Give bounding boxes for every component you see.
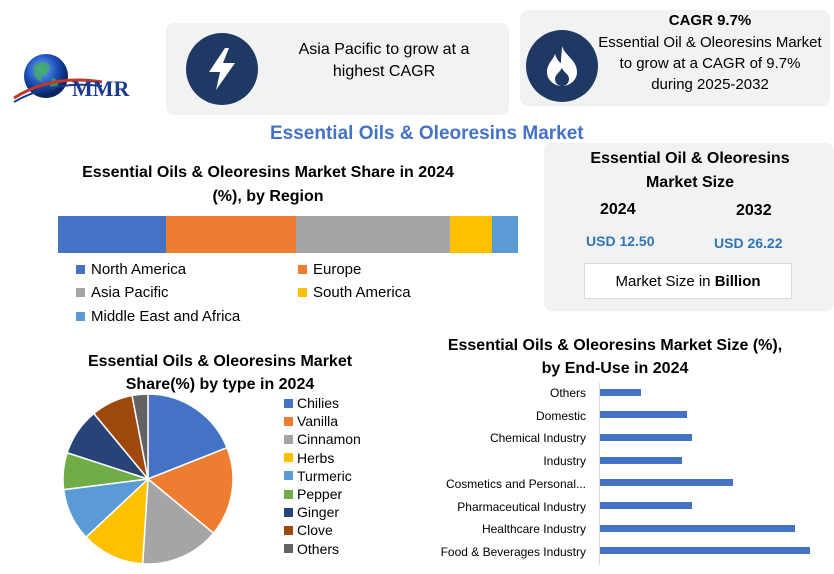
enduse-bar-0 — [600, 388, 641, 396]
enduse-label-1: Domestic — [535, 408, 586, 423]
region-bar-segment-middle-east-and-africa — [492, 216, 518, 253]
highlight-card-region-text: Asia Pacific to grow at a highest CAGR — [298, 41, 470, 80]
enduse-bar-5 — [600, 502, 693, 509]
region-bar-segment-north-america — [58, 216, 167, 253]
enduse-label-5: Pharmaceutical Industry — [457, 499, 586, 514]
pie-legend-clove: Clove — [284, 521, 384, 539]
pie-slice-cinnamon — [141, 477, 215, 565]
enduse-label-0: Others — [549, 386, 586, 400]
flame-icon — [526, 30, 598, 102]
pie-legend-herbs: Herbs — [284, 449, 384, 467]
pie-legend-cinnamon: Cinnamon — [284, 430, 384, 448]
enduse-chart-title: Essential Oils & Oleoresins Market Size … — [447, 337, 783, 377]
legend-asia-pacific: Asia Pacific — [76, 284, 169, 301]
year-2024: 2024 — [600, 201, 636, 218]
pie-slice-others — [131, 393, 149, 480]
pie-slice-chilies — [147, 393, 229, 481]
market-size-card: Essential Oil & Oleoresins Market Size 2… — [544, 143, 834, 311]
enduse-bar-6 — [600, 524, 795, 532]
enduse-label-4: Cosmetics and Personal... — [445, 476, 586, 491]
value-2024: USD 12.50 — [586, 233, 655, 249]
region-chart-title: Essential Oils & Oleoresins Market Share… — [82, 164, 454, 205]
enduse-label-7: Food & Beverages Industry — [440, 544, 586, 559]
enduse-axis-line — [599, 383, 600, 565]
pie-legend-chilies: Chilies — [284, 394, 384, 412]
type-pie-chart — [62, 393, 234, 565]
pie-slice-vanilla — [146, 446, 234, 535]
pie-slice-herbs — [84, 477, 149, 565]
region-bar-segment-asia-pacific — [296, 216, 451, 253]
enduse-label-2: Chemical Industry — [489, 431, 586, 446]
market-size-unit-box: Market Size in Billion — [584, 263, 792, 299]
type-chart-title: Essential Oils & Oleoresins Market Share… — [87, 353, 353, 393]
enduse-bar-2 — [600, 433, 693, 441]
logo-text: MMR — [72, 76, 130, 101]
highlight-card-region: Asia Pacific to grow at a highest CAGR — [166, 23, 509, 115]
cagr-title: CAGR 9.7% — [668, 12, 752, 29]
pie-legend-pepper: Pepper — [284, 485, 384, 503]
enduse-bar-1 — [600, 411, 688, 419]
region-bar-segment-south-america — [450, 216, 493, 253]
region-legend: North America Europe Asia Pacific South … — [76, 261, 516, 331]
region-bar-segment-europe — [166, 216, 297, 253]
cagr-text: Essential Oil & Oleoresins Market to gro… — [598, 34, 822, 93]
globe-icon — [13, 54, 103, 103]
enduse-bar-3 — [600, 456, 682, 464]
market-size-title: Essential Oil & Oleoresins Market Size — [590, 150, 790, 191]
highlight-card-cagr: CAGR 9.7% Essential Oil & Oleoresins Mar… — [520, 10, 830, 106]
enduse-label-6: Healthcare Industry — [481, 522, 586, 537]
type-pie-legend: Chilies Vanilla Cinnamon Herbs Turmeric Peppe… — [284, 394, 384, 558]
pie-legend-vanilla: Vanilla — [284, 412, 384, 430]
enduse-bar-4 — [600, 479, 734, 487]
legend-europe: Europe — [298, 261, 361, 278]
enduse-bar-7 — [600, 547, 810, 555]
legend-mea: Middle East and Africa — [76, 308, 240, 325]
pie-legend-others: Others — [284, 540, 384, 558]
legend-south-america: South America — [298, 284, 411, 301]
pie-legend-turmeric: Turmeric — [284, 467, 384, 485]
value-2032: USD 26.22 — [714, 235, 783, 251]
enduse-bar-chart: Others Domestic Chemical Industry Industry C… — [400, 383, 820, 565]
unit-bold: Billion — [714, 272, 761, 290]
lightning-icon — [186, 33, 258, 105]
enduse-label-3: Industry — [543, 454, 586, 469]
logo: MMR — [12, 48, 152, 108]
unit-prefix: Market Size in — [615, 272, 715, 290]
region-stacked-bar — [58, 216, 518, 253]
main-title: Essential Oils & Oleoresins Market — [270, 123, 584, 144]
legend-north-america: North America — [76, 261, 186, 278]
pie-legend-ginger: Ginger — [284, 503, 384, 521]
year-2032: 2032 — [736, 202, 772, 219]
